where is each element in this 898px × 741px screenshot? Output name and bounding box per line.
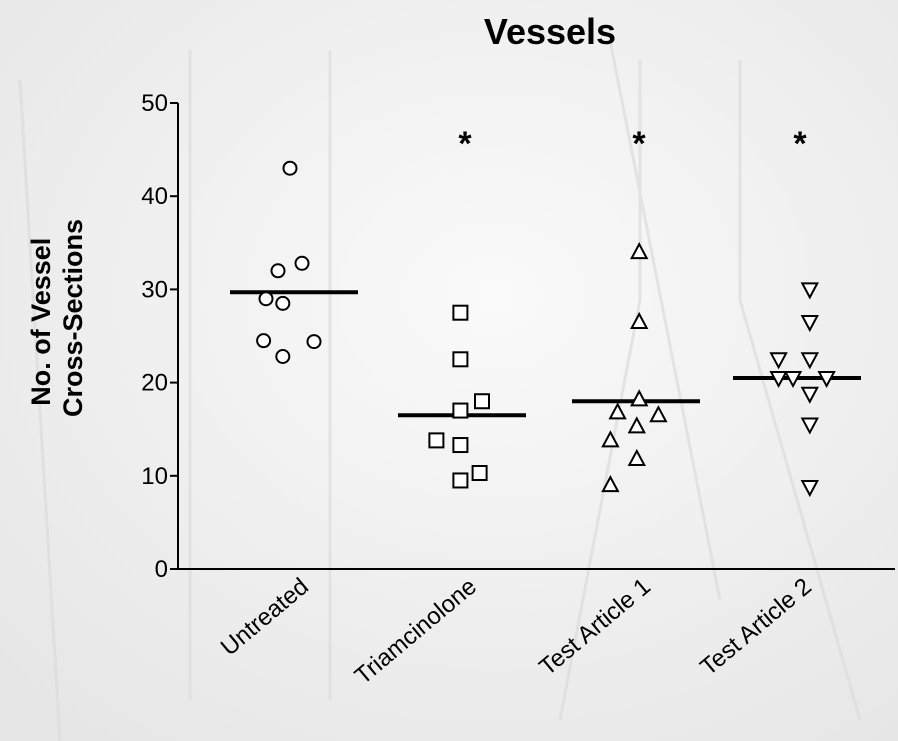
data-point-circle: [284, 162, 297, 175]
significance-asterisk: *: [632, 125, 646, 163]
data-point-square: [475, 394, 489, 408]
data-point-circle: [296, 257, 309, 270]
y-tick-label: 10: [141, 463, 168, 490]
data-point-square: [473, 466, 487, 480]
data-point-circle: [276, 297, 289, 310]
y-tick-label: 50: [141, 90, 168, 117]
data-point-circle: [308, 335, 321, 348]
y-tick-label: 30: [141, 276, 168, 303]
chart-title: Vessels: [484, 11, 616, 52]
data-point-square: [453, 404, 467, 418]
data-point-square: [429, 433, 443, 447]
data-point-square: [453, 438, 467, 452]
y-axis-label-line-2: Cross-Sections: [58, 219, 88, 417]
y-tick-label: 20: [141, 370, 168, 397]
significance-asterisk: *: [458, 125, 472, 163]
y-axis-label-line-1: No. of Vessel: [26, 238, 56, 406]
data-point-square: [453, 306, 467, 320]
data-point-circle: [260, 292, 273, 305]
data-point-circle: [272, 264, 285, 277]
data-point-circle: [257, 334, 270, 347]
y-tick-label: 0: [155, 556, 168, 583]
data-point-square: [453, 473, 467, 487]
y-tick-label: 40: [141, 183, 168, 210]
data-point-square: [453, 352, 467, 366]
data-point-circle: [276, 350, 289, 363]
significance-asterisk: *: [793, 125, 807, 163]
